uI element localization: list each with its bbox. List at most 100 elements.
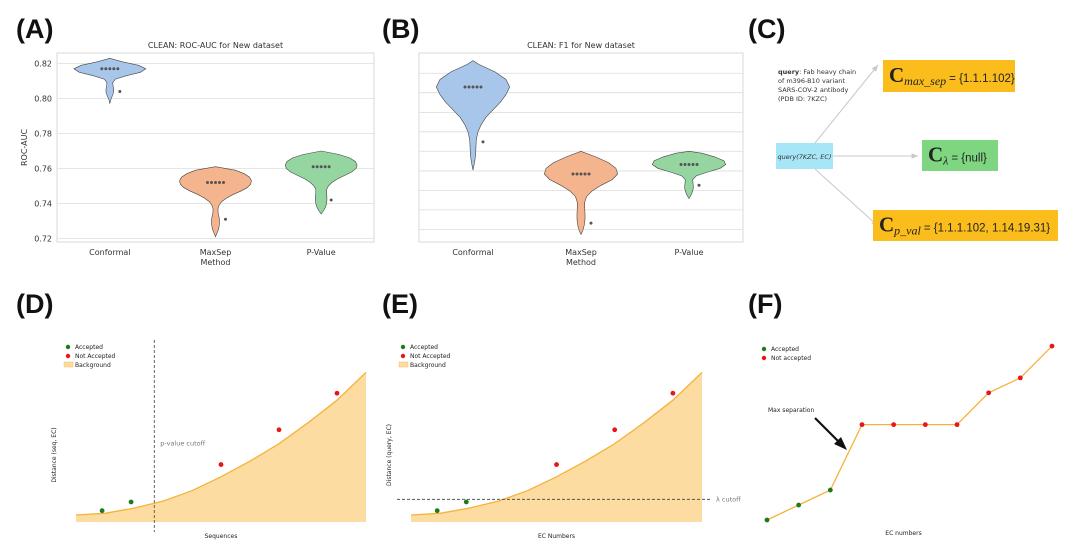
not-accepted-point: [554, 462, 559, 467]
legend-not-accepted-label: Not accepted: [771, 355, 811, 362]
x-axis-label: EC numbers: [885, 530, 921, 537]
not-accepted-point: [1049, 343, 1055, 349]
panel-labels: (A) (B) (C) (D) (E) (F): [16, 14, 785, 319]
max-sep-set-text: Cmax_sep = {1.1.1.102}: [889, 63, 1015, 88]
panel-c-query-diagram: query: Fab heavy chain of m396-B10 varian…: [776, 60, 1058, 241]
data-point: [697, 183, 701, 187]
legend-accepted-marker: [65, 344, 71, 350]
x-tick-label: MaxSep: [200, 248, 232, 257]
legend-accepted-marker: [400, 344, 406, 350]
data-point: [104, 67, 108, 71]
data-point: [683, 163, 687, 167]
background-area: [411, 372, 702, 522]
data-point: [319, 165, 323, 169]
violin-conformal: [435, 60, 511, 171]
diagram-arrowhead: [871, 65, 878, 72]
set-symbol: C: [879, 213, 894, 237]
data-point: [687, 163, 691, 167]
accepted-point: [796, 502, 802, 508]
data-point: [479, 85, 483, 89]
lambda-set-text: Cλ = {null}: [928, 143, 987, 168]
data-point: [315, 165, 319, 169]
query-box-label: query(7KZC, EC): [777, 153, 831, 161]
set-subscript: max_sep: [904, 74, 946, 88]
not-accepted-point: [986, 390, 992, 396]
y-axis-label: ROC-AUC: [20, 129, 29, 166]
x-axis-label: EC Numbers: [538, 533, 575, 540]
not-accepted-point: [954, 422, 960, 428]
legend-not-accepted-marker: [65, 353, 71, 359]
data-point: [467, 85, 471, 89]
distance-curve: [75, 371, 367, 516]
set-subscript: λ: [942, 154, 948, 168]
panel-f-maxsep-line: EC numbers Max separation Accepted Not acce…: [761, 343, 1055, 537]
data-point: [108, 67, 112, 71]
data-point: [100, 67, 104, 71]
y-axis-label: Distance (query, EC): [386, 424, 393, 486]
x-tick-label: MaxSep: [565, 248, 597, 257]
data-point: [589, 221, 593, 225]
y-axis-label: Distance (seq, EC): [51, 427, 58, 482]
violin-maxsep: [179, 166, 252, 238]
not-accepted-point: [276, 427, 282, 433]
set-value: = {null}: [951, 153, 987, 165]
set-subscript: p_val: [893, 224, 921, 238]
not-accepted-point: [670, 390, 676, 396]
query-line: (PDB ID: 7KZC): [778, 95, 827, 103]
set-symbol: C: [889, 63, 904, 87]
annotation-arrowhead: [834, 437, 847, 450]
data-point: [579, 172, 583, 176]
data-point: [214, 181, 217, 184]
legend-not-accepted-marker: [400, 353, 406, 359]
query-line: of m396-B10 variant: [778, 77, 845, 85]
y-tick-label: 0.76: [34, 165, 52, 174]
y-tick-label: 0.74: [34, 200, 52, 209]
y-tick-label: 0.82: [34, 60, 52, 69]
diagram-arrowhead: [911, 153, 918, 159]
violin-pvalue: [284, 150, 358, 215]
query-box: [776, 143, 833, 169]
y-tick-label: 0.72: [34, 235, 52, 244]
accepted-point: [827, 487, 833, 493]
accepted-point: [463, 499, 469, 505]
panel-d-pvalue-area: p-value cutoff Sequences Distance (seq, EC…: [51, 340, 367, 540]
legend-accepted-label: Accepted: [75, 344, 103, 351]
data-point: [695, 163, 699, 167]
violin-maxsep: [543, 150, 619, 236]
set-symbol: C: [928, 143, 943, 167]
data-point: [224, 217, 227, 221]
panel-label-e: (E): [382, 289, 418, 319]
legend-background-swatch: [398, 361, 409, 368]
diagram-arrow: [814, 64, 879, 144]
p-val-set-text: Cp_val = {1.1.1.102, 1.14.19.31}: [879, 213, 1050, 238]
lambda-set-box: [922, 140, 998, 171]
data-point: [679, 163, 683, 167]
not-accepted-point: [859, 422, 865, 428]
diagram-arrow: [814, 168, 879, 227]
panel-label-f: (F): [748, 289, 782, 319]
data-point: [210, 181, 213, 184]
not-accepted-point: [891, 422, 897, 428]
query-keyword: query: [778, 68, 800, 76]
legend-accepted-marker: [761, 346, 767, 352]
data-point: [323, 165, 327, 169]
data-point: [218, 181, 221, 184]
panel-b-violin-f1: CLEAN: F1 for New dataset Method Conformal…: [418, 41, 744, 267]
legend-accepted-label: Accepted: [410, 344, 438, 351]
data-point: [575, 172, 579, 176]
panel-e-lambda-area: λ cutoff EC Numbers Distance (query, EC) Ac…: [386, 344, 741, 540]
not-accepted-point: [334, 390, 340, 396]
x-tick-label: P-Value: [307, 248, 336, 257]
panel-label-d: (D): [16, 289, 53, 319]
accepted-point: [128, 499, 134, 505]
p-val-set-box: [873, 210, 1058, 241]
x-axis-label: Method: [200, 258, 230, 267]
x-axis-label: Method: [566, 258, 596, 267]
panel-label-c: (C): [748, 14, 785, 44]
data-point: [112, 67, 116, 71]
data-point: [471, 85, 475, 89]
legend-accepted-label: Accepted: [771, 346, 799, 353]
data-point: [691, 163, 695, 167]
cutoff-label: p-value cutoff: [160, 439, 205, 447]
